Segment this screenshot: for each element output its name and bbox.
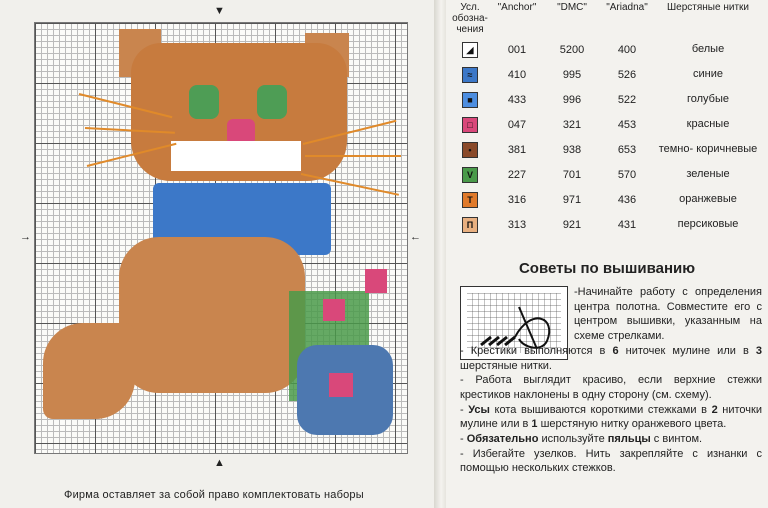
white-thread-symbol-icon: ◢ [462,41,478,58]
tips-title: Советы по вышиванию [518,260,696,277]
header-ariadna: "Ariadna" [606,2,648,13]
thread-color-name: персиковые [677,218,739,230]
stitch-needle-icon [467,293,561,353]
ariadna-code: 526 [617,68,637,81]
whisker-right-2 [305,155,401,157]
anchor-code: 313 [507,218,527,231]
ariadna-code: 570 [617,168,637,181]
instructions-page: Усл. обозна- чения "Anchor" "DMC" "Ariad… [446,0,768,508]
footer-note: Фирма оставляет за собой право комплекто… [64,489,364,501]
thread-color-name: синие [693,68,723,80]
red-thread-symbol-icon: □ [462,116,478,133]
ariadna-code: 653 [617,143,637,156]
table-row: ◢ 001 5200 400 белые [452,37,760,62]
tip-item: - Обязательно используйте пяльцы с винто… [460,433,703,446]
light-blue-thread-symbol-icon: ■ [462,91,478,108]
dmc-code: 996 [562,93,582,106]
thread-color-name: голубые [686,93,729,105]
thread-color-name: темно- коричневые [658,143,758,155]
table-row: • 381 938 653 темно- коричневые [452,137,760,162]
dmc-code: 995 [562,68,582,81]
table-row: П 313 921 431 персиковые [452,212,760,237]
anchor-code: 381 [507,143,527,156]
center-arrow-top-icon: ▼ [214,5,225,17]
header-dmc: "DMC" [557,2,587,13]
flower-pink-mid [323,299,345,321]
table-row: T 316 971 436 оранжевые [452,187,760,212]
table-header-row: Усл. обозна- чения "Anchor" "DMC" "Ariad… [452,0,760,37]
anchor-code: 047 [507,118,527,131]
stitch-diagram [460,286,568,360]
cat-muzzle [171,141,301,171]
green-thread-symbol-icon: V [462,166,478,183]
orange-thread-symbol-icon: T [462,191,478,208]
flower-pink-center [329,373,353,397]
ariadna-code: 436 [617,193,637,206]
dmc-code: 971 [562,193,582,206]
peach-thread-symbol-icon: П [462,216,478,233]
tip-item: -Начинайте работу с определения центра п… [574,286,762,343]
anchor-code: 410 [507,68,527,81]
thread-key-table: Усл. обозна- чения "Anchor" "DMC" "Ariad… [452,0,760,237]
dmc-code: 701 [562,168,582,181]
thread-color-name: зеленые [686,168,730,180]
flower-pink-top [365,269,387,293]
cat-nose [227,119,255,145]
cat-eye-right [257,85,287,119]
header-name: Шерстяные нитки [667,2,749,13]
tip-item: - Избегайте узелков. Нить закрепляйте с … [460,447,762,475]
dmc-code: 938 [562,143,582,156]
cat-tail [43,323,135,419]
cat-body [119,237,305,393]
table-row: □ 047 321 453 красные [452,112,760,137]
anchor-code: 316 [507,193,527,206]
dmc-code: 921 [562,218,582,231]
thread-color-name: белые [691,43,725,55]
thread-color-name: красные [686,118,730,130]
anchor-code: 227 [507,168,527,181]
dark-brown-thread-symbol-icon: • [462,141,478,158]
header-symbol: Усл. обозна- чения [452,2,488,35]
page-fold [434,0,446,508]
dmc-code: 5200 [559,43,585,56]
tip-item: - Усы кота вышиваются короткими стежками… [460,403,762,431]
anchor-code: 433 [507,93,527,106]
cat-eye-left [189,85,219,119]
blue-thread-symbol-icon: ≈ [462,66,478,83]
cross-stitch-chart [34,22,408,454]
ariadna-code: 453 [617,118,637,131]
thread-color-name: оранжевые [679,193,737,205]
header-anchor: "Anchor" [497,2,537,13]
ariadna-code: 431 [617,218,637,231]
table-row: V 227 701 570 зеленые [452,162,760,187]
tips-text: -Начинайте работу с определения центра п… [460,285,762,476]
table-row: ≈410 995 526 синие [452,62,760,87]
center-arrow-left-icon: → [20,231,31,243]
tip-item: - Работа выглядит красиво, если верхние … [460,374,762,401]
dmc-code: 321 [562,118,582,131]
pattern-page: ▼ ▲ → ← Фирма оставляет за собой право к… [20,5,421,501]
anchor-code: 001 [507,43,527,56]
ariadna-code: 400 [617,43,637,56]
ariadna-code: 522 [617,93,637,106]
tip-item: - Крестики выполняются в 6 ниточек мулин… [460,344,762,372]
table-row: ■ 433 996 522 голубые [452,87,760,112]
center-arrow-bottom-icon: ▲ [214,457,225,469]
center-arrow-right-icon: ← [410,231,421,243]
